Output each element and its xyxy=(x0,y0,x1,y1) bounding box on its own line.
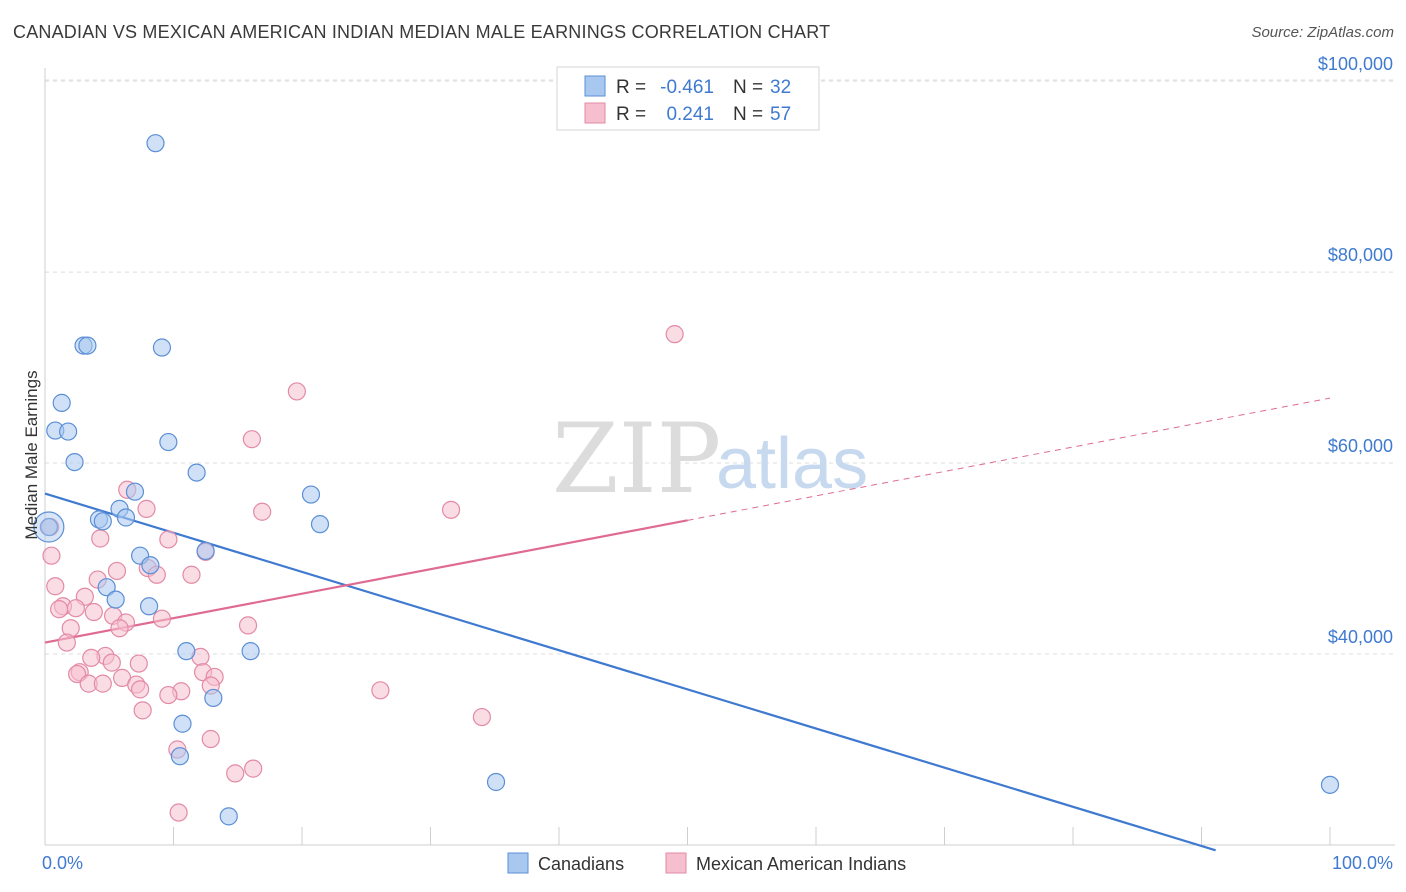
canadians-point xyxy=(159,432,178,452)
canadians-point xyxy=(310,515,330,534)
x-tick-label-max: 100.0% xyxy=(1332,853,1393,873)
chart-title: CANADIAN VS MEXICAN AMERICAN INDIAN MEDI… xyxy=(13,22,831,42)
legend-r-label-1: R = xyxy=(616,77,646,98)
mexican-point xyxy=(50,600,69,619)
canadians-point xyxy=(170,747,190,766)
mexican-point xyxy=(57,633,76,652)
canadians-point xyxy=(177,642,196,661)
mexican-trend-line xyxy=(44,519,688,644)
mexican-point xyxy=(159,685,178,705)
canadians-point xyxy=(93,512,112,531)
mexican-point xyxy=(371,681,390,700)
canadians-point xyxy=(97,578,116,597)
canadians-points xyxy=(33,134,1340,826)
mexican-point xyxy=(42,546,61,565)
mexican-point xyxy=(665,325,684,344)
watermark-zip: ZIP xyxy=(552,403,721,515)
bottom-legend-label-mexican: Mexican American Indians xyxy=(696,854,906,874)
mexican-point xyxy=(137,499,156,518)
mexican-point xyxy=(102,653,121,672)
canadians-point xyxy=(152,338,172,357)
bottom-legend-swatch-canadians xyxy=(507,852,529,874)
canadians-point xyxy=(187,463,206,482)
canadians-point xyxy=(125,482,145,501)
canadians-large-point xyxy=(33,511,65,543)
watermark-atlas: atlas xyxy=(716,424,868,504)
canadians-point xyxy=(52,393,71,412)
canadians-point xyxy=(241,642,260,661)
mexican-point xyxy=(110,619,129,638)
canadians-point xyxy=(1320,775,1340,794)
mexican-point xyxy=(130,680,150,699)
canadians-point xyxy=(141,556,160,575)
series-legend: Canadians Mexican American Indians xyxy=(507,852,906,874)
y-tick-labels: $40,000 $60,000 $80,000 $100,000 xyxy=(1318,54,1393,647)
mexican-point xyxy=(226,764,245,783)
correlation-legend: R = -0.461 N = 32 R = 0.241 N = 57 xyxy=(556,66,820,131)
bottom-legend-label-canadians: Canadians xyxy=(538,854,624,874)
canadians-point xyxy=(486,772,506,792)
canadians-point xyxy=(78,336,97,355)
legend-r-value-1: -0.461 xyxy=(660,77,714,98)
mexican-point xyxy=(159,530,178,549)
legend-n-value-2: 57 xyxy=(770,104,791,125)
canadians-point xyxy=(301,485,321,504)
source-label: Source: ZipAtlas.com xyxy=(1251,24,1394,41)
mexican-point xyxy=(253,502,272,521)
mexican-point xyxy=(244,759,263,778)
canadians-point xyxy=(59,422,78,441)
legend-r-value-2: 0.241 xyxy=(666,104,714,125)
mexican-point xyxy=(46,577,65,596)
legend-swatch-mexican xyxy=(584,102,606,124)
x-tick-label-min: 0.0% xyxy=(42,853,83,873)
canadians-point xyxy=(173,714,192,733)
mexican-point xyxy=(93,674,112,693)
mexican-point xyxy=(129,654,148,673)
y-axis-label: Median Male Earnings xyxy=(22,370,41,539)
canadians-point xyxy=(139,597,159,616)
mexican-point xyxy=(472,707,491,727)
mexican-point xyxy=(182,565,201,584)
canadians-point xyxy=(146,134,165,153)
mexican-point xyxy=(201,729,220,749)
mexican-point xyxy=(82,648,101,667)
canadians-point xyxy=(204,688,223,708)
axes xyxy=(44,68,1395,846)
legend-swatch-canadians xyxy=(584,75,606,97)
canadians-point xyxy=(219,807,238,826)
canadians-trend-line xyxy=(44,492,1216,852)
mexican-point xyxy=(287,382,306,401)
mexican-point xyxy=(152,609,172,628)
canadians-point xyxy=(39,517,58,537)
y-tick-label: $60,000 xyxy=(1328,436,1393,456)
legend-n-value-1: 32 xyxy=(770,77,791,98)
y-tick-label: $80,000 xyxy=(1328,245,1393,265)
mexican-point xyxy=(107,561,127,581)
canadians-point xyxy=(106,590,125,609)
bottom-legend-swatch-mexican xyxy=(665,852,687,874)
canadians-point xyxy=(116,508,136,527)
y-tick-label: $100,000 xyxy=(1318,54,1393,74)
canadians-point xyxy=(65,452,84,472)
mexican-point xyxy=(66,599,85,618)
legend-n-label-2: N = xyxy=(733,104,763,125)
y-tick-label: $40,000 xyxy=(1328,627,1393,647)
mexican-point xyxy=(441,500,461,519)
x-tick-labels: 0.0% 100.0% xyxy=(42,853,1393,873)
mexican-point xyxy=(84,602,103,622)
mexican-point xyxy=(238,616,258,635)
mexican-point xyxy=(91,529,110,548)
canadians-point xyxy=(196,541,215,560)
legend-n-label-1: N = xyxy=(733,77,763,98)
mexican-point xyxy=(133,701,152,720)
mexican-point xyxy=(169,803,188,822)
mexican-american-indians-points xyxy=(41,325,684,822)
mexican-point xyxy=(242,430,261,449)
gridlines xyxy=(45,79,1395,655)
trend-lines xyxy=(44,397,1331,852)
legend-r-label-2: R = xyxy=(616,104,646,125)
